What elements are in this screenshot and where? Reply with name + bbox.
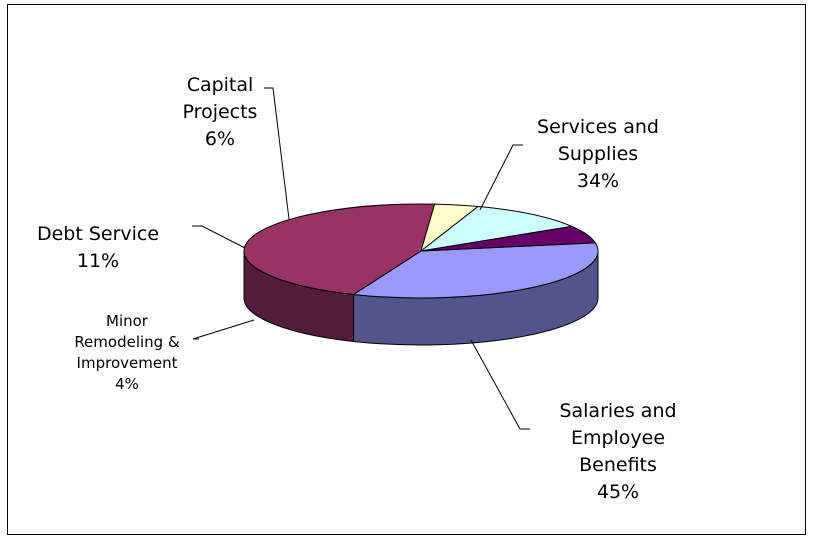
slice-label-line: Employee xyxy=(571,427,665,449)
slice-label-line: Capital xyxy=(187,74,254,96)
pie-slice-1 xyxy=(243,203,436,295)
slice-label-line: Projects xyxy=(183,101,258,123)
slice-label-line: Remodeling & xyxy=(74,333,180,351)
chart-frame: Services and Supplies 34% Salaries and Emplo… xyxy=(7,4,806,535)
pie-slice-3 xyxy=(420,205,574,252)
slice-percent: 6% xyxy=(205,128,235,150)
slice-percent: 34% xyxy=(577,170,619,192)
slice-percent: 45% xyxy=(597,481,639,503)
slice-label-line: Salaries and xyxy=(559,400,676,422)
slice-percent: 4% xyxy=(115,375,139,393)
slice-label-4: Capital Projects 6% xyxy=(183,74,258,150)
slice-label-1: Salaries and Employee Benefits 45% xyxy=(559,400,676,503)
slice-label-line: Debt Service xyxy=(37,223,159,245)
pie-slice-0 xyxy=(352,242,599,299)
leader-line-3 xyxy=(192,225,246,249)
slice-label-0: Services and Supplies 34% xyxy=(537,116,659,192)
leader-line-4 xyxy=(264,87,290,220)
slice-label-line: Improvement xyxy=(77,354,178,372)
slice-label-line: Supplies xyxy=(558,143,638,165)
slice-label-line: Services and xyxy=(537,116,659,138)
leader-line-1 xyxy=(470,339,530,430)
leader-line-0 xyxy=(479,144,523,211)
slice-percent: 11% xyxy=(77,250,119,272)
pie-slice-4 xyxy=(420,225,597,252)
slice-label-2: Minor Remodeling & Improvement 4% xyxy=(74,312,180,393)
leader-line-2 xyxy=(192,319,255,340)
slice-label-line: Benefits xyxy=(579,454,657,476)
slice-label-line: Minor xyxy=(106,312,149,330)
slice-label-3: Debt Service 11% xyxy=(37,223,159,272)
pie-chart: Services and Supplies 34% Salaries and Emplo… xyxy=(37,74,677,503)
